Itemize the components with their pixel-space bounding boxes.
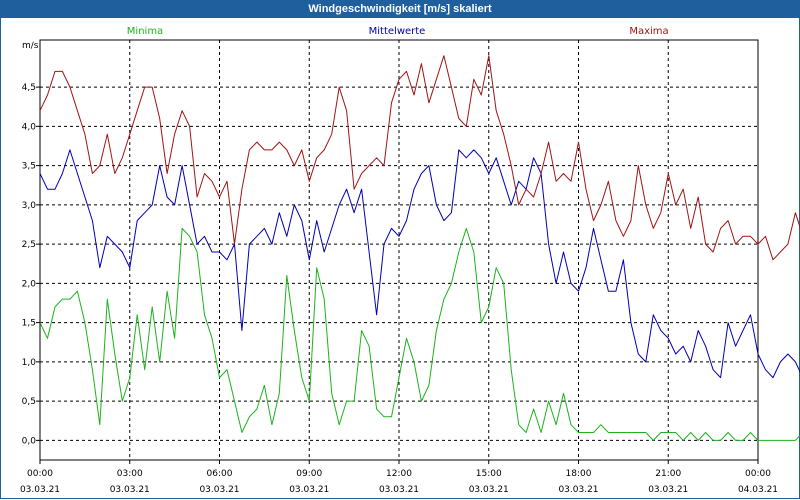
- x-tick-time-label: 03:00: [117, 469, 143, 479]
- x-tick-date-label: 03.03.21: [469, 485, 509, 495]
- x-tick-date-label: 03.03.21: [199, 485, 239, 495]
- chart-title: Windgeschwindigkeit [m/s] skaliert: [308, 3, 492, 15]
- x-tick-date-label: 03.03.21: [558, 485, 598, 495]
- series-line-mittelwerte: [39, 149, 800, 379]
- x-tick-date-label: 03.03.21: [20, 485, 60, 495]
- y-tick-label: 2,5: [22, 240, 36, 250]
- y-axis-unit-label: m/s: [22, 41, 39, 51]
- y-tick-label: 0,0: [22, 436, 37, 446]
- x-tick-time-label: 15:00: [476, 469, 502, 479]
- series-line-minima: [39, 227, 800, 441]
- grid: [40, 40, 758, 460]
- x-tick-time-label: 06:00: [207, 469, 233, 479]
- x-tick-time-label: 18:00: [566, 469, 592, 479]
- legend-entry-minima: Minima: [127, 26, 163, 37]
- y-tick-label: 3,0: [22, 201, 37, 211]
- legend-entry-mittelwerte: Mittelwerte: [369, 26, 426, 37]
- x-tick-date-label: 03.03.21: [289, 485, 329, 495]
- legend-entry-maxima: Maxima: [629, 26, 668, 37]
- x-tick-date-label: 03.03.21: [110, 485, 150, 495]
- axes-group: 0,0 0,5 1,0 1,5 2,0 2,5 3,0 3,5 4,0 4,5 m/s 00:00 03…: [20, 41, 778, 495]
- x-tick-date-label: 03.03.21: [379, 485, 419, 495]
- y-tick-label: 2,0: [22, 279, 37, 289]
- y-tick-label: 1,5: [22, 319, 36, 329]
- legend: Minima Mittelwerte Maxima: [127, 26, 669, 37]
- series-line-maxima: [39, 55, 800, 261]
- y-tick-label: 1,0: [22, 358, 37, 368]
- y-tick-label: 4,5: [22, 83, 36, 93]
- chart-frame: [0, 18, 800, 499]
- y-tick-label: 3,5: [22, 162, 36, 172]
- x-tick-time-label: 09:00: [296, 469, 322, 479]
- x-tick-time-label: 00:00: [27, 469, 53, 479]
- chart-title-bar: Windgeschwindigkeit [m/s] skaliert: [0, 0, 800, 18]
- x-tick-date-label: 04.03.21: [738, 485, 778, 495]
- y-tick-label: 4,0: [22, 122, 37, 132]
- x-tick-time-label: 00:00: [745, 469, 771, 479]
- y-tick-label: 0,5: [22, 397, 36, 407]
- series-group: [39, 55, 800, 441]
- x-tick-time-label: 21:00: [655, 469, 681, 479]
- x-tick-date-label: 03.03.21: [648, 485, 688, 495]
- x-tick-time-label: 12:00: [386, 469, 412, 479]
